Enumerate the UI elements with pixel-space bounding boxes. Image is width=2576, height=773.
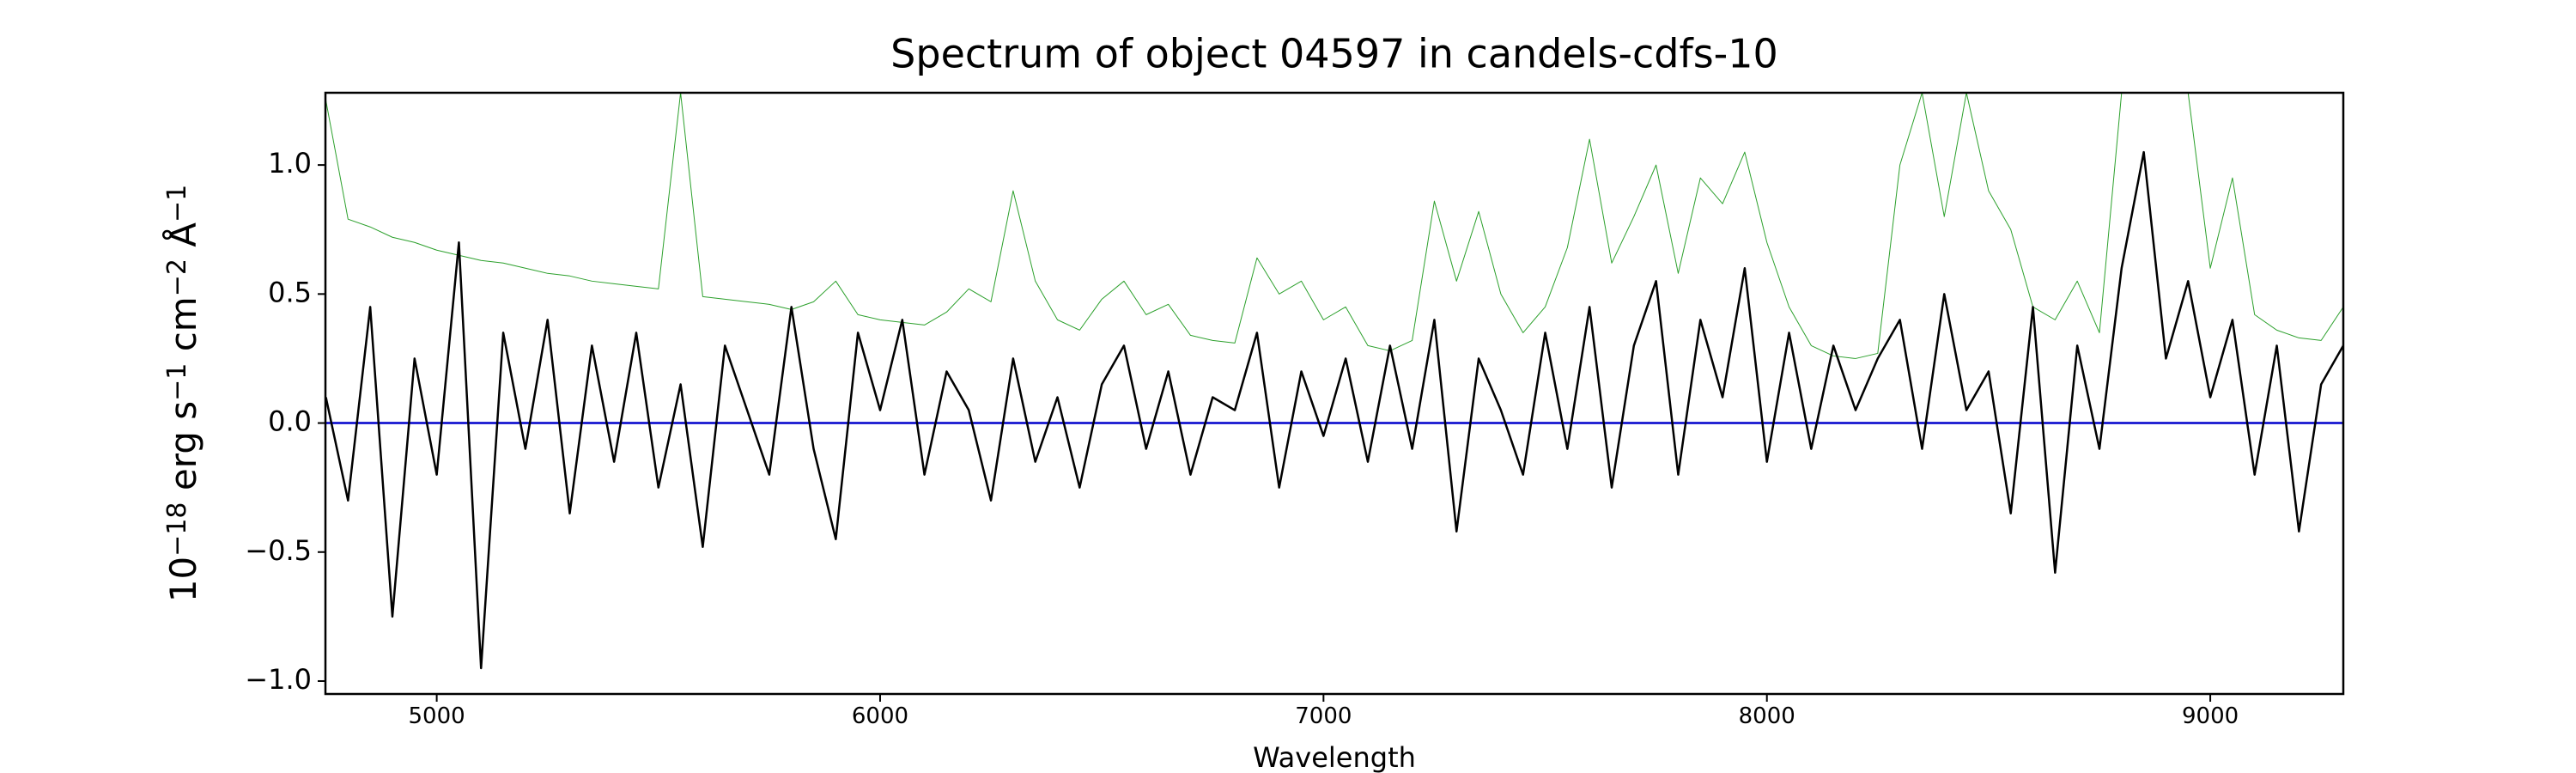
- y-label-part: 10: [162, 557, 204, 602]
- y-label-part: erg s: [162, 401, 204, 502]
- x-tick-label: 6000: [852, 703, 908, 729]
- y-tick-label: 0.0: [268, 405, 312, 438]
- y-tick-label: 1.0: [268, 147, 312, 180]
- y-label-superscript: −1: [162, 185, 192, 222]
- y-label-part: Å: [161, 222, 204, 259]
- x-tick-label: 8000: [1739, 703, 1795, 729]
- plot-area: [325, 93, 2343, 670]
- chart-title: Spectrum of object 04597 in candels-cdfs…: [890, 31, 1778, 77]
- y-tick-label: −0.5: [245, 534, 312, 567]
- y-tick-label: 0.5: [268, 276, 312, 308]
- x-axis-label: Wavelength: [1253, 741, 1416, 773]
- axes-frame: [324, 91, 2345, 696]
- x-tick-label: 7000: [1295, 703, 1352, 729]
- y-axis-label: 10−18 erg s−1 cm−2 Å−1: [161, 185, 204, 603]
- y-label-superscript: −18: [162, 502, 192, 557]
- spectrum-line: [325, 93, 2343, 359]
- x-tick-label: 9000: [2182, 703, 2239, 729]
- y-label-part: cm: [162, 296, 204, 362]
- spectrum-line: [325, 150, 2343, 670]
- x-tick-label: 5000: [409, 703, 465, 729]
- y-label-superscript: −2: [162, 259, 192, 296]
- y-tick-label: −1.0: [245, 663, 312, 696]
- y-label-superscript: −1: [162, 363, 192, 401]
